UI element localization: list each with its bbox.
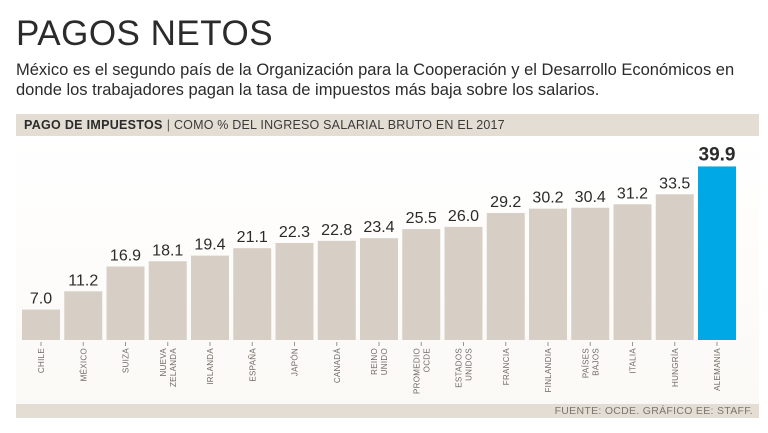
chart-header-bar: PAGO DE IMPUESTOS | COMO % DEL INGRESO SAL… <box>16 114 759 136</box>
bar-finlandia <box>529 208 567 340</box>
category-label: NUEVA <box>159 348 168 377</box>
chart-header-separator: | <box>166 118 170 132</box>
bar-chile <box>22 309 60 340</box>
chart-header-title: PAGO DE IMPUESTOS <box>24 118 163 132</box>
footer-bar: FUENTE: OCDE. GRÁFICO EE: STAFF. <box>16 404 759 418</box>
value-label: 33.5 <box>659 175 690 192</box>
category-label: CHILE <box>37 348 46 373</box>
category-label-group: FRANCIA <box>502 348 511 386</box>
category-label: ZELANDA <box>169 348 178 387</box>
bar-suiza <box>106 266 145 340</box>
category-label-group: ESTADOS UNIDOS <box>455 348 474 388</box>
category-label: BAJOS <box>591 348 600 376</box>
category-label: SUIZA <box>122 348 131 373</box>
category-label: UNIDOS <box>465 348 474 381</box>
value-label: 18.1 <box>152 242 183 259</box>
category-label: PAÍSES <box>581 348 590 378</box>
category-label: ESPAÑA <box>248 348 257 382</box>
value-label: 7.0 <box>30 291 52 308</box>
category-label-group: PAÍSES BAJOS <box>581 348 600 378</box>
category-label-group: HUNGRÍA <box>671 348 680 387</box>
bar-italia <box>613 204 652 340</box>
category-label: ITALIA <box>629 348 638 374</box>
value-label: 39.9 <box>699 144 736 165</box>
category-label-group: PROMEDIO OCDE <box>412 348 431 394</box>
bar-canadá <box>317 240 356 340</box>
bar-hungría <box>655 194 694 340</box>
bar-países-bajos <box>571 207 610 340</box>
page-title: PAGOS NETOS <box>16 14 274 53</box>
source-credit: FUENTE: OCDE. GRÁFICO EE: STAFF. <box>554 405 753 417</box>
value-label: 19.4 <box>194 237 225 254</box>
value-label: 22.8 <box>321 222 352 239</box>
value-label: 25.5 <box>406 210 437 227</box>
category-label: PROMEDIO <box>412 348 421 394</box>
bar-irlanda <box>191 255 229 340</box>
category-label-group: CHILE <box>37 348 46 373</box>
bar-nueva-zelanda <box>148 261 187 340</box>
category-label: CANADÁ <box>333 348 342 384</box>
page-subtitle: México es el segundo país de la Organiza… <box>16 61 735 99</box>
category-label-group: FINLANDIA <box>544 348 553 393</box>
bar-estados-unidos <box>444 226 483 340</box>
category-label: FINLANDIA <box>544 348 553 393</box>
category-label: MÉXICO <box>79 348 88 381</box>
category-label: IRLANDA <box>206 348 215 385</box>
value-label: 21.1 <box>237 229 268 246</box>
value-label: 30.4 <box>575 189 606 206</box>
bar-españa <box>233 248 272 340</box>
value-label: 11.2 <box>68 272 98 289</box>
category-label: UNIDO <box>380 348 389 375</box>
category-label-group: ITALIA <box>629 348 638 374</box>
category-label-group: IRLANDA <box>206 348 215 385</box>
category-label-group: ESPAÑA <box>248 348 257 382</box>
value-label: 26.0 <box>448 208 479 225</box>
bar-méxico <box>64 291 103 340</box>
category-label: FRANCIA <box>502 348 511 386</box>
category-label: ESTADOS <box>455 348 464 388</box>
category-label: HUNGRÍA <box>671 348 680 387</box>
bar-alemania <box>698 166 736 340</box>
category-label-group: SUIZA <box>122 348 131 373</box>
category-label: JAPÓN <box>291 348 300 376</box>
bar-francia <box>486 212 525 340</box>
category-label-group: REINO UNIDO <box>370 348 389 375</box>
value-label: 22.3 <box>279 224 310 241</box>
value-label: 16.9 <box>110 247 141 264</box>
bar-promedio-ocde <box>402 229 441 340</box>
value-label: 23.4 <box>363 219 394 236</box>
category-label-group: MÉXICO <box>79 348 88 381</box>
category-label-group: CANADÁ <box>333 348 342 384</box>
category-label-group: ALEMANIA <box>713 348 722 391</box>
category-label: OCDE <box>422 348 431 372</box>
value-label: 31.2 <box>617 185 648 202</box>
chart-header-subtitle: COMO % DEL INGRESO SALARIAL BRUTO EN EL … <box>173 118 505 132</box>
bar-japón <box>275 242 314 340</box>
category-label-group: NUEVA ZELANDA <box>159 348 178 387</box>
category-label-group: JAPÓN <box>291 348 300 376</box>
category-label: REINO <box>370 348 379 375</box>
value-label: 30.2 <box>532 190 563 207</box>
category-label: ALEMANIA <box>713 348 722 391</box>
value-label: 29.2 <box>490 194 521 211</box>
chart-header-label: PAGO DE IMPUESTOS | COMO % DEL INGRESO SAL… <box>24 117 505 133</box>
bar-reino-unido <box>360 238 398 340</box>
